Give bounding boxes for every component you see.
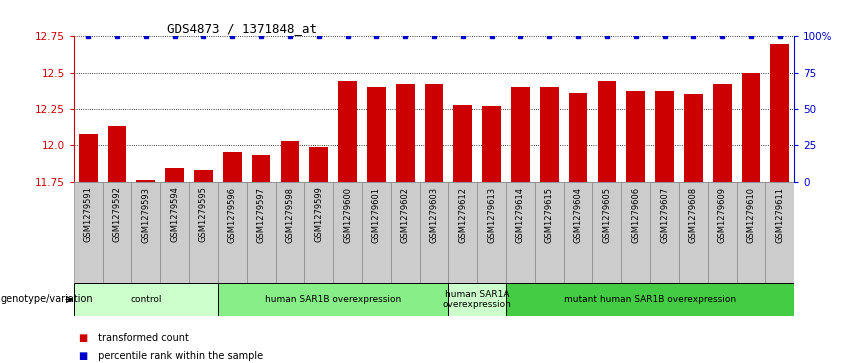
Bar (679, 182, 707, 283)
Text: GSM1279608: GSM1279608 (689, 187, 698, 243)
Text: ■: ■ (78, 333, 88, 343)
Bar (621, 182, 650, 283)
Bar (339, 81, 357, 182)
Text: GSM1279607: GSM1279607 (660, 187, 669, 243)
Text: GSM1279601: GSM1279601 (372, 187, 381, 242)
Bar (540, 87, 559, 182)
Text: GSM1279602: GSM1279602 (401, 187, 410, 242)
Bar (309, 147, 328, 182)
Bar (194, 170, 213, 182)
Text: GSM1279605: GSM1279605 (602, 187, 611, 242)
Bar (741, 73, 760, 182)
Bar (563, 182, 593, 283)
Bar (511, 87, 529, 182)
Bar (74, 182, 102, 283)
Bar (737, 182, 766, 283)
Text: GSM1279613: GSM1279613 (487, 187, 496, 243)
Text: GSM1279609: GSM1279609 (718, 187, 727, 242)
Bar (362, 182, 391, 283)
Text: transformed count: transformed count (95, 333, 189, 343)
Text: GSM1279591: GSM1279591 (83, 187, 93, 242)
Text: GSM1279600: GSM1279600 (343, 187, 352, 242)
Text: GSM1279595: GSM1279595 (199, 187, 208, 242)
Bar (650, 182, 679, 283)
Bar (391, 182, 419, 283)
Bar (771, 44, 789, 182)
Bar (449, 182, 477, 283)
Text: GSM1279610: GSM1279610 (746, 187, 755, 242)
Text: GSM1279596: GSM1279596 (227, 187, 237, 242)
Bar (713, 84, 732, 182)
Text: GSM1279597: GSM1279597 (257, 187, 266, 242)
Bar (449, 283, 506, 316)
Text: GSM1279612: GSM1279612 (458, 187, 467, 242)
Text: human SAR1B overexpression: human SAR1B overexpression (265, 295, 401, 304)
Text: genotype/variation: genotype/variation (1, 294, 94, 305)
Text: percentile rank within the sample: percentile rank within the sample (95, 351, 264, 361)
Text: GSM1279604: GSM1279604 (574, 187, 582, 242)
Bar (74, 283, 218, 316)
Text: mutant human SAR1B overexpression: mutant human SAR1B overexpression (564, 295, 736, 304)
Bar (136, 180, 155, 182)
Bar (252, 155, 271, 182)
Bar (165, 168, 184, 182)
Bar (189, 182, 218, 283)
Bar (655, 91, 674, 182)
Text: GSM1279615: GSM1279615 (545, 187, 554, 242)
Bar (593, 182, 621, 283)
Bar (223, 152, 241, 182)
Bar (275, 182, 305, 283)
Text: GSM1279614: GSM1279614 (516, 187, 525, 242)
Bar (627, 91, 645, 182)
Bar (280, 141, 299, 182)
Bar (396, 84, 415, 182)
Bar (218, 283, 449, 316)
Bar (218, 182, 247, 283)
Text: GSM1279603: GSM1279603 (430, 187, 438, 243)
Bar (569, 93, 588, 182)
Text: GSM1279611: GSM1279611 (775, 187, 785, 242)
Bar (333, 182, 362, 283)
Text: GSM1279593: GSM1279593 (141, 187, 150, 242)
Bar (305, 182, 333, 283)
Bar (131, 182, 161, 283)
Bar (766, 182, 794, 283)
Text: GSM1279606: GSM1279606 (631, 187, 641, 243)
Bar (161, 182, 189, 283)
Bar (247, 182, 275, 283)
Text: GDS4873 / 1371848_at: GDS4873 / 1371848_at (168, 22, 318, 35)
Bar (535, 182, 563, 283)
Bar (79, 134, 97, 182)
Bar (419, 182, 449, 283)
Bar (483, 106, 501, 182)
Text: GSM1279594: GSM1279594 (170, 187, 179, 242)
Bar (477, 182, 506, 283)
Text: human SAR1A
overexpression: human SAR1A overexpression (443, 290, 511, 309)
Text: ■: ■ (78, 351, 88, 361)
Bar (108, 126, 127, 182)
Text: GSM1279598: GSM1279598 (286, 187, 294, 242)
Text: control: control (130, 295, 161, 304)
Bar (506, 182, 535, 283)
Bar (102, 182, 131, 283)
Bar (424, 84, 444, 182)
Text: GSM1279592: GSM1279592 (113, 187, 122, 242)
Bar (684, 94, 703, 182)
Text: GSM1279599: GSM1279599 (314, 187, 323, 242)
Bar (506, 283, 794, 316)
Bar (707, 182, 737, 283)
Bar (367, 87, 385, 182)
Bar (453, 105, 472, 182)
Bar (597, 81, 616, 182)
